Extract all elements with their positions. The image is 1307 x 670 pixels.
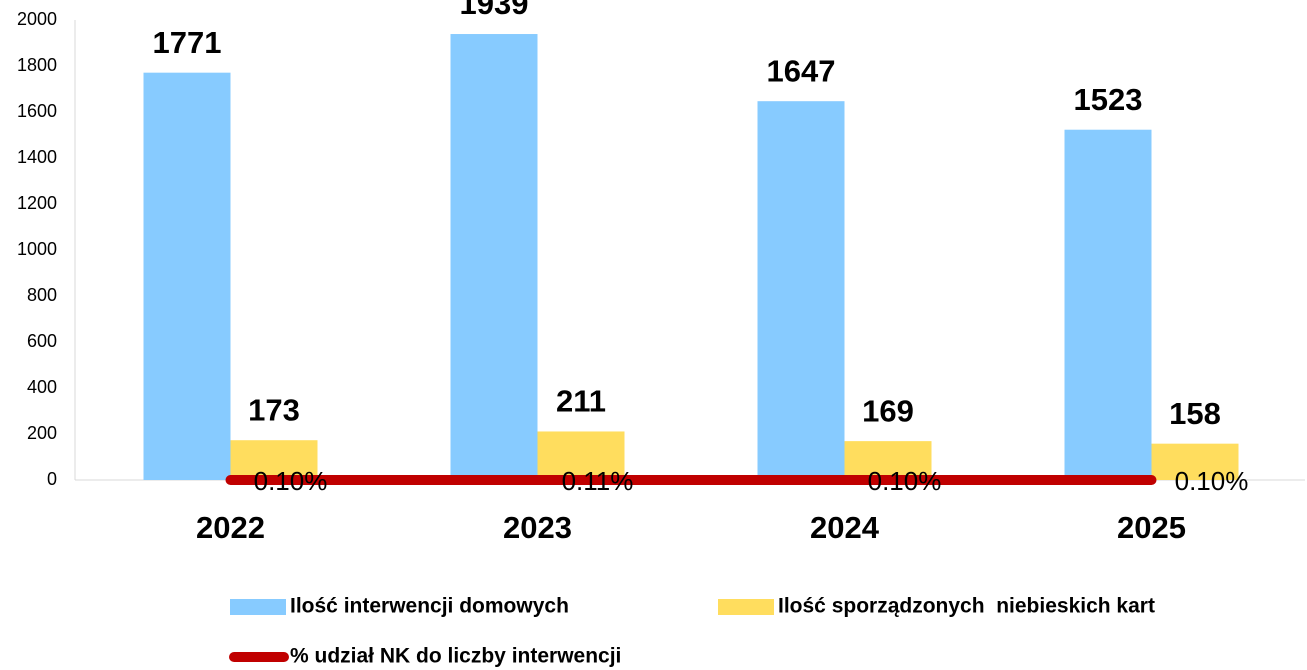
y-tick-label: 1400: [17, 147, 57, 167]
bar: [844, 441, 932, 480]
legend-label: % udział NK do liczby interwencji: [290, 645, 621, 668]
y-tick-label: 800: [27, 285, 57, 305]
data-label: 1939: [460, 0, 529, 21]
data-label: 1771: [153, 25, 222, 60]
data-label: 173: [248, 392, 300, 427]
data-label: 0.11%: [562, 466, 634, 496]
y-tick-label: 0: [47, 469, 57, 489]
y-tick-label: 1800: [17, 55, 57, 75]
data-label: 1647: [767, 53, 836, 88]
legend-swatch: [230, 599, 286, 615]
data-label: 158: [1169, 396, 1221, 431]
x-tick-label: 2024: [810, 510, 880, 545]
y-tick-label: 200: [27, 423, 57, 443]
x-tick-label: 2022: [196, 510, 265, 545]
bar: [230, 440, 318, 480]
x-tick-label: 2025: [1117, 510, 1186, 545]
bar: [757, 101, 845, 480]
y-tick-label: 400: [27, 377, 57, 397]
legend-label: Ilość sporządzonych niebieskich kart: [778, 595, 1155, 618]
bar: [1064, 129, 1152, 480]
x-tick-label: 2023: [503, 510, 572, 545]
data-label: 1523: [1074, 82, 1143, 117]
data-label: 0.10%: [254, 466, 328, 496]
data-label: 169: [862, 393, 914, 428]
legend-label: Ilość interwencji domowych: [290, 595, 569, 618]
bar: [143, 72, 231, 481]
y-tick-label: 2000: [17, 9, 57, 29]
y-tick-label: 1000: [17, 239, 57, 259]
y-tick-label: 1600: [17, 101, 57, 121]
y-tick-label: 1200: [17, 193, 57, 213]
data-label: 0.10%: [1175, 466, 1249, 496]
data-label: 211: [556, 384, 606, 419]
legend-swatch: [718, 599, 774, 615]
bar: [450, 34, 538, 480]
data-label: 0.10%: [868, 466, 942, 496]
bar: [537, 431, 625, 480]
bar: [1151, 443, 1239, 480]
y-tick-label: 600: [27, 331, 57, 351]
